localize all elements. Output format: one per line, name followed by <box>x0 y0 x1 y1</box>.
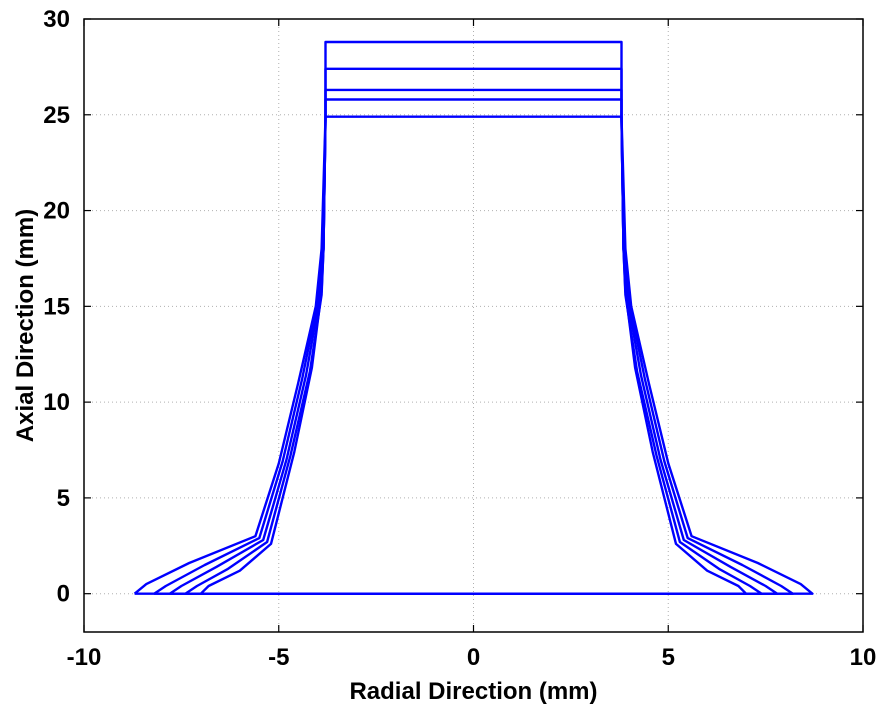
y-tick-label: 25 <box>43 102 70 129</box>
y-tick-label: 15 <box>43 293 70 320</box>
ticks <box>83 18 864 632</box>
x-tick-label: -5 <box>268 644 289 671</box>
x-tick-label: 0 <box>467 644 480 671</box>
y-tick-label: 5 <box>57 485 70 512</box>
series-line-2 <box>153 67 795 595</box>
y-axis-label: Axial Direction (mm) <box>12 209 39 442</box>
series-line-1 <box>133 40 814 595</box>
series-line-3 <box>169 88 779 595</box>
y-tick-label: 20 <box>43 198 70 225</box>
y-tick-label: 30 <box>43 6 70 33</box>
y-tick-label: 10 <box>43 389 70 416</box>
series-line-5 <box>199 115 748 595</box>
x-tick-label: -10 <box>67 644 102 671</box>
x-tick-label: 5 <box>662 644 675 671</box>
y-tick-label: 0 <box>57 581 70 608</box>
series-line-4 <box>184 98 763 595</box>
plot-lines <box>133 40 814 595</box>
x-axis-label: Radial Direction (mm) <box>349 678 597 705</box>
tick-labels: -10 -5 0 5 10 0 5 10 15 20 25 30 <box>43 6 876 671</box>
axes-box <box>83 18 864 633</box>
grid <box>84 19 863 632</box>
x-tick-label: 10 <box>850 644 877 671</box>
